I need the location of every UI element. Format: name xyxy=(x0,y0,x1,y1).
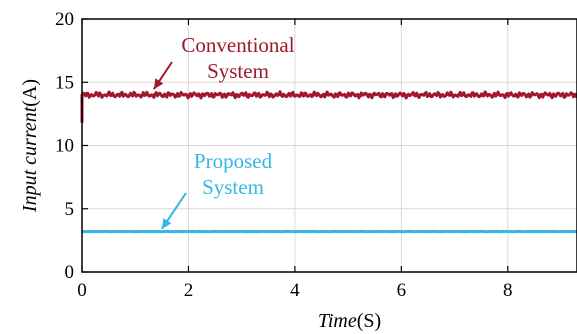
y-axis-label: Input current(A) xyxy=(19,79,41,213)
annotation-proposed: Proposed System xyxy=(194,149,273,199)
y-axis-unit: (A) xyxy=(19,79,41,107)
x-tick-label: 4 xyxy=(290,280,300,301)
x-tick-label: 0 xyxy=(77,280,87,301)
annotation-line: System xyxy=(202,175,264,199)
y-tick-label: 10 xyxy=(55,136,74,157)
annotation-line: Conventional xyxy=(181,33,294,57)
y-tick-label: 0 xyxy=(65,262,75,283)
annotation-line: System xyxy=(207,59,269,83)
series-line-conventional xyxy=(80,90,577,123)
series-lines xyxy=(80,90,577,234)
y-axis-var: Input current xyxy=(19,106,41,213)
x-axis-var: Time xyxy=(318,310,357,332)
axis-ticks: 0 2 4 6 8 0 5 10 15 20 xyxy=(55,9,513,301)
x-tick-label: 6 xyxy=(397,280,407,301)
x-axis-label: Time(S) xyxy=(318,310,381,332)
annotation-line: Proposed xyxy=(194,149,273,173)
annotation-arrowhead-conventional xyxy=(153,78,164,90)
grid-lines xyxy=(82,19,577,272)
y-tick-label: 5 xyxy=(65,199,75,220)
y-tick-label: 20 xyxy=(55,9,74,30)
annotation-arrowhead-proposed xyxy=(161,218,172,229)
annotation-conventional: Conventional System xyxy=(181,33,294,83)
x-tick-label: 2 xyxy=(184,280,194,301)
x-tick-label: 8 xyxy=(503,280,513,301)
y-tick-label: 15 xyxy=(55,72,74,93)
x-axis-unit: (S) xyxy=(357,310,381,332)
series-line-proposed xyxy=(81,229,577,234)
